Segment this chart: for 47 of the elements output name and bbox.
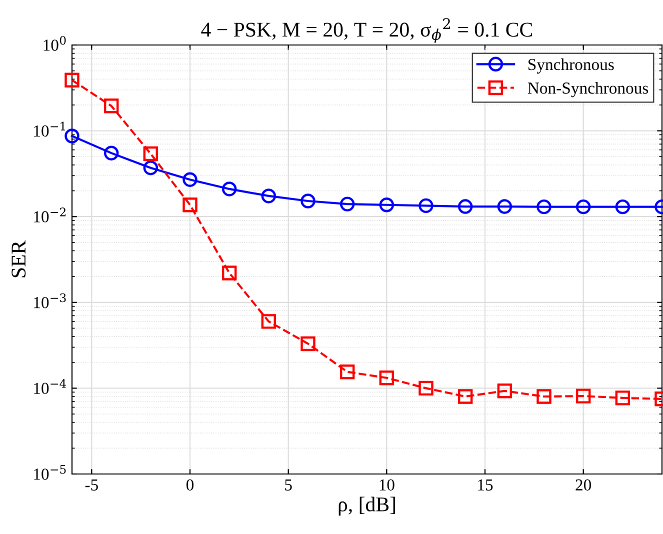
legend-label: Synchronous [528, 58, 614, 74]
point [536, 199, 552, 214]
point [143, 160, 158, 176]
point [576, 388, 591, 404]
point [222, 266, 237, 280]
x-tick-label: 15 [478, 479, 493, 491]
point [300, 336, 316, 352]
point [497, 199, 512, 214]
y-tick-label: 10$^{−5}$ [34, 465, 66, 480]
legend-label: Non-Synchronous [528, 82, 648, 98]
point [576, 199, 591, 214]
point [615, 390, 630, 406]
y-tick-label: 10$^{0}$ [44, 36, 66, 51]
point [64, 72, 80, 88]
point [340, 196, 355, 212]
x-tick-label: -5 [85, 480, 98, 491]
point [458, 199, 473, 214]
point [418, 198, 434, 214]
point [497, 384, 512, 398]
point [104, 98, 119, 114]
point [300, 194, 316, 208]
x-tick-label: 10 [380, 479, 394, 491]
point [222, 182, 237, 196]
chart-title: 4 − PSK, M = 20, T = 20, σ$_{ϕ}$$^{2}$ = 0.1 CC [201, 18, 532, 43]
x-tick-label: 20 [576, 479, 592, 491]
point [182, 172, 198, 187]
point [182, 198, 198, 212]
point [261, 188, 276, 204]
y-tick-label: 10$^{−4}$ [34, 379, 66, 394]
point [536, 389, 552, 404]
point [379, 198, 394, 212]
point [418, 380, 434, 396]
point [340, 364, 355, 380]
x-tick-label: 5 [285, 480, 292, 491]
y-tick-label: 10$^{−1}$ [34, 122, 65, 137]
point [379, 370, 394, 386]
y-tick-label: 10$^{−3}$ [34, 293, 66, 308]
point [458, 389, 473, 404]
point [615, 199, 630, 214]
y-axis-title: SER [12, 240, 26, 278]
x-tick-label: 0 [186, 479, 194, 491]
point [143, 146, 158, 162]
y-tick-label: 10$^{−2}$ [34, 208, 66, 222]
x-axis-title: ρ, [dB] [338, 496, 395, 516]
point [104, 146, 119, 160]
point [261, 314, 276, 329]
point [64, 128, 80, 144]
